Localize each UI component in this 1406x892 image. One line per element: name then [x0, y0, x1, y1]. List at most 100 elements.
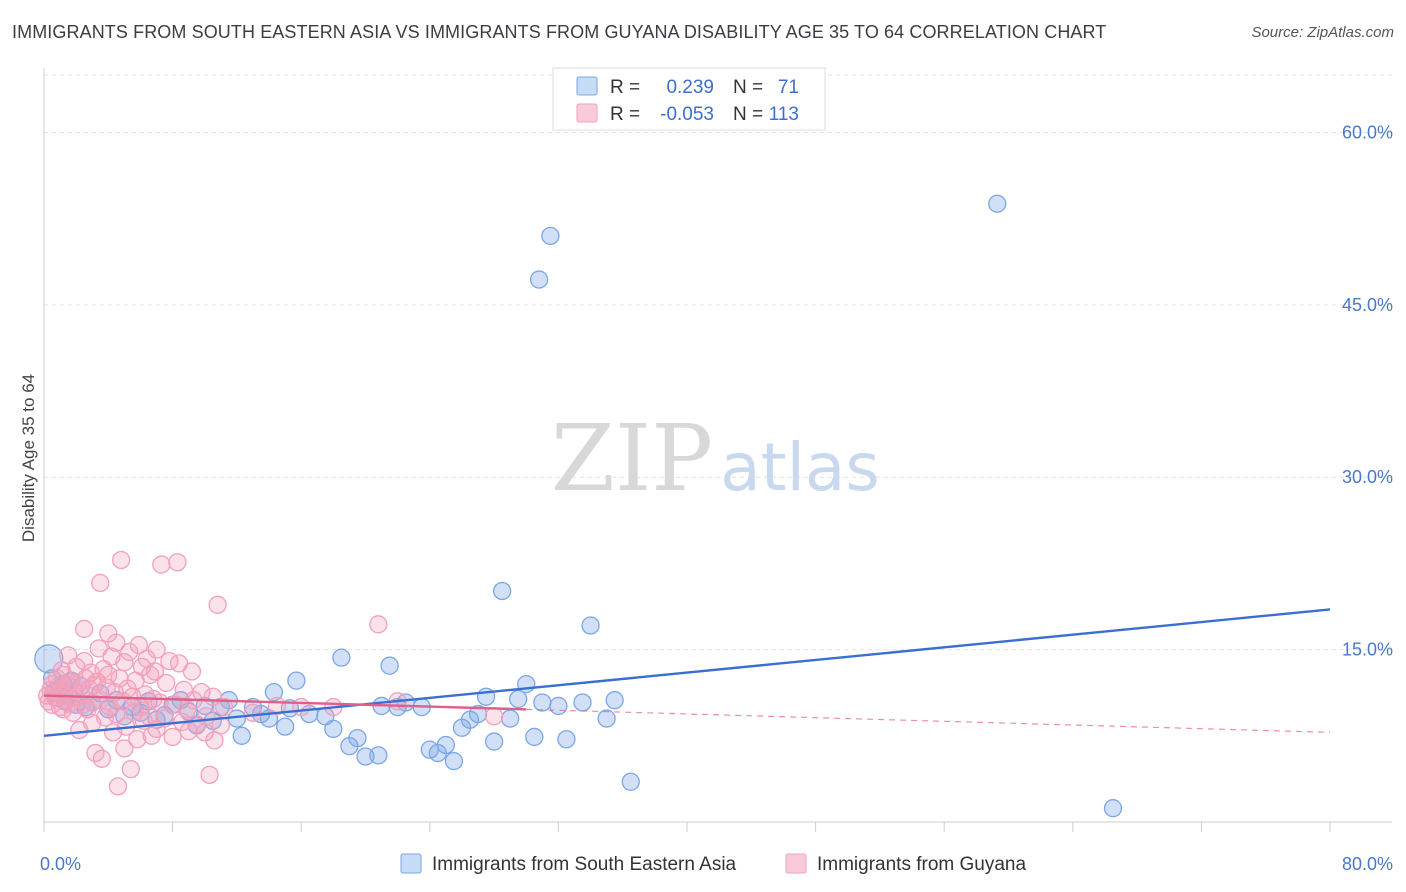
guyana-point-94	[182, 662, 202, 681]
y-tick-labels: 15.0% 30.0% 45.0% 60.0%	[1342, 122, 1393, 659]
watermark-atlas: atlas	[720, 429, 880, 506]
sea-point-31	[232, 726, 251, 745]
legend-n-value-sea: 71	[778, 77, 799, 98]
guyana-point-88	[168, 553, 187, 572]
sea-point-61	[492, 581, 512, 601]
sea-point-75	[988, 194, 1007, 213]
y-tick-label-3: 60.0%	[1342, 122, 1393, 142]
guyana-point-62	[120, 642, 139, 662]
watermark-zip: ZIP	[551, 405, 713, 512]
sea-point-70	[581, 616, 600, 635]
guyana-point-42	[92, 749, 112, 768]
guyana-point-86	[163, 727, 182, 747]
sea-point-77	[529, 270, 549, 289]
sea-point-65	[525, 727, 544, 747]
legend-r-label-guyana: R =	[610, 104, 640, 125]
bottom-legend-swatch-sea	[400, 853, 422, 874]
guyana-point-39	[89, 639, 108, 658]
trend-lines	[43, 608, 1331, 738]
y-tick-label-1: 30.0%	[1342, 467, 1393, 487]
grid-lines	[44, 74, 1392, 651]
sea-point-44	[348, 728, 367, 748]
sea-point-48	[380, 656, 399, 675]
sea-point-63	[509, 689, 528, 709]
x-tick-label-0: 0.0%	[40, 854, 81, 874]
sea-point-54	[436, 735, 456, 755]
guyana-point-68	[129, 635, 148, 655]
sea-point-43	[332, 648, 351, 667]
sea-point-68	[557, 730, 576, 749]
y-tick-label-2: 45.0%	[1342, 295, 1393, 315]
guyana-point-63	[121, 759, 140, 779]
guyana-point-108	[292, 697, 311, 717]
guyana-point-67	[128, 730, 147, 749]
sea-point-38	[287, 671, 306, 690]
sea-point-62	[501, 709, 520, 728]
series-sea-points	[34, 194, 1123, 818]
guyana-point-112	[484, 707, 504, 726]
sea-point-71	[597, 709, 616, 728]
legend-swatch-guyana	[576, 103, 598, 123]
trend-line-sea	[43, 608, 1331, 738]
guyana-point-78	[145, 662, 165, 681]
sea-point-69	[573, 693, 592, 712]
guyana-point-82	[152, 555, 171, 574]
sea-point-46	[369, 746, 388, 765]
guyana-point-59	[115, 653, 134, 672]
sea-point-45	[356, 747, 375, 766]
guyana-point-56	[112, 550, 131, 570]
guyana-point-54	[108, 777, 128, 796]
sea-point-66	[533, 693, 552, 712]
guyana-point-84	[157, 673, 176, 693]
chart-title: IMMIGRANTS FROM SOUTH EASTERN ASIA VS IM…	[12, 22, 1107, 42]
legend-swatch-sea	[576, 76, 598, 96]
x-tick-label-1: 80.0%	[1342, 854, 1393, 874]
guyana-point-106	[243, 703, 263, 722]
guyana-point-58	[115, 739, 134, 758]
guyana-point-104	[211, 716, 230, 735]
legend-r-label-sea: R =	[610, 77, 640, 98]
trend-line-guyana-dashed	[526, 708, 1331, 733]
sea-point-73	[605, 691, 624, 710]
guyana-point-29	[75, 619, 94, 639]
guyana-point-100	[200, 765, 219, 785]
sea-point-36	[275, 717, 295, 736]
sea-point-74	[541, 226, 560, 246]
sea-point-55	[444, 751, 464, 771]
legend-r-value-guyana: -0.053	[660, 104, 714, 125]
series-legend: Immigrants from South Eastern Asia Immig…	[400, 853, 1026, 875]
source-label: Source: ZipAtlas.com	[1251, 24, 1394, 41]
guyana-point-80	[147, 640, 166, 659]
guyana-point-41	[91, 573, 110, 593]
guyana-point-89	[169, 654, 189, 673]
watermark: ZIP atlas	[551, 405, 880, 512]
guyana-point-103	[208, 595, 227, 614]
guyana-point-110	[369, 615, 388, 634]
stats-legend-box	[552, 67, 826, 131]
x-tick-labels: 0.0% 80.0%	[40, 854, 1393, 874]
y-tick-label-0: 15.0%	[1342, 640, 1393, 660]
legend-r-value-sea: 0.239	[666, 77, 714, 98]
bottom-legend-swatch-guyana	[785, 853, 807, 874]
sea-point-60	[484, 732, 504, 751]
sea-point-0	[34, 644, 64, 674]
trend-line-guyana-solid	[43, 694, 527, 711]
guyana-point-105	[214, 697, 234, 717]
bottom-legend-label-sea: Immigrants from South Eastern Asia	[432, 854, 737, 875]
guyana-point-52	[107, 633, 126, 652]
series-guyana-points	[38, 550, 504, 796]
sea-point-41	[324, 719, 343, 739]
sea-point-35	[264, 682, 284, 702]
guyana-point-47	[99, 665, 118, 685]
y-axis-label: Disability Age 35 to 64	[19, 374, 38, 542]
stats-legend: R = 0.239 N = 71 R = -0.053 N = 113	[552, 67, 826, 131]
guyana-point-44	[95, 708, 115, 727]
legend-n-label-guyana: N =	[733, 104, 763, 125]
sea-point-72	[621, 772, 640, 791]
legend-n-label-sea: N =	[733, 77, 763, 98]
sea-point-76	[1103, 799, 1123, 818]
sea-point-67	[549, 696, 568, 716]
bottom-legend-label-guyana: Immigrants from Guyana	[817, 854, 1026, 875]
legend-n-value-guyana: 113	[769, 104, 799, 125]
